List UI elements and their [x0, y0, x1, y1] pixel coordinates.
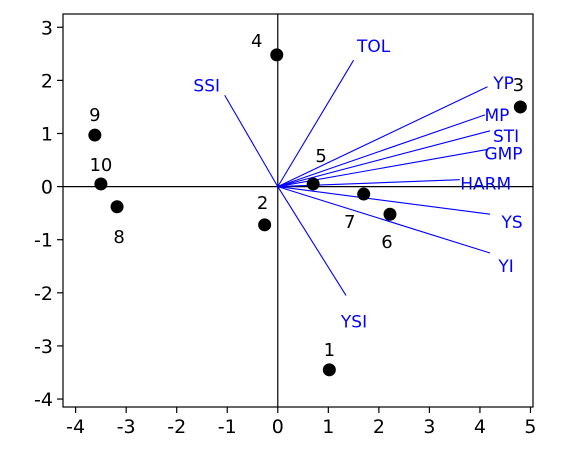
- y-tick-label: 3: [41, 17, 53, 39]
- y-tick-label: -1: [34, 230, 53, 252]
- y-tick-label: -2: [34, 283, 53, 305]
- y-tick-label: 2: [41, 70, 53, 92]
- x-tick-label: 1: [322, 416, 334, 438]
- point-3: [513, 100, 527, 114]
- vector-yp: [277, 86, 488, 188]
- point-label-4: 4: [251, 31, 262, 52]
- x-tick-label: -2: [167, 416, 186, 438]
- x-tick-label: -4: [66, 416, 85, 438]
- point-label-8: 8: [113, 227, 124, 248]
- vector-label-ysi: YSI: [340, 312, 367, 332]
- y-tick-label: -4: [34, 389, 53, 411]
- vector-label-tol: TOL: [356, 37, 391, 57]
- x-tick-label: 2: [373, 416, 385, 438]
- point-2: [258, 218, 272, 232]
- y-tick-label: -3: [34, 336, 53, 358]
- score-points: 1 2 3 4 5 6 7 8 9 10: [88, 31, 527, 377]
- x-tick-label: 5: [524, 416, 536, 438]
- x-tick-label: 0: [272, 416, 284, 438]
- vector-tol: [277, 59, 355, 187]
- plot-frame: [62, 13, 534, 408]
- point-4: [270, 48, 284, 62]
- vector-harm: [277, 179, 460, 188]
- vector-label-mp: MP: [485, 106, 510, 126]
- point-6: [383, 207, 397, 221]
- vector-mp: [277, 114, 486, 188]
- x-tick-label: 3: [423, 416, 435, 438]
- point-label-6: 6: [381, 232, 392, 253]
- vector-ys: [277, 186, 491, 215]
- vector-label-ssi: SSI: [193, 76, 220, 96]
- vector-ssi: [224, 94, 279, 187]
- point-8: [110, 200, 124, 214]
- vector-label-sti: STI: [493, 127, 519, 147]
- vector-sti: [277, 130, 491, 188]
- point-label-2: 2: [257, 193, 268, 214]
- vector-label-gmp: GMP: [484, 144, 522, 164]
- point-7: [357, 187, 371, 201]
- vector-ysi: [277, 186, 347, 296]
- vector-label-harm: HARM: [460, 175, 511, 195]
- x-tick-label: 4: [474, 416, 486, 438]
- vector-label-ys: YS: [500, 213, 522, 233]
- point-1: [322, 363, 336, 377]
- point-label-10: 10: [89, 155, 112, 176]
- point-label-5: 5: [315, 146, 326, 167]
- x-tick-label: -3: [117, 416, 136, 438]
- point-label-9: 9: [89, 105, 100, 126]
- y-tick-label: 1: [41, 123, 53, 145]
- vector-yi: [277, 186, 491, 254]
- y-axis-ticks: 3 2 1 0 -1 -2 -3 -4: [34, 17, 63, 411]
- x-tick-label: -1: [218, 416, 237, 438]
- point-label-7: 7: [344, 212, 355, 233]
- point-label-1: 1: [324, 340, 335, 361]
- x-axis-ticks: -4 -3 -2 -1 0 1 2 3 4 5: [66, 407, 537, 438]
- vector-label-yp: YP: [492, 74, 514, 94]
- point-9: [88, 128, 102, 142]
- vector-label-yi: YI: [497, 257, 513, 277]
- point-10: [94, 177, 108, 191]
- point-label-3: 3: [513, 75, 524, 96]
- y-tick-label: 0: [41, 177, 53, 199]
- point-5: [306, 177, 320, 191]
